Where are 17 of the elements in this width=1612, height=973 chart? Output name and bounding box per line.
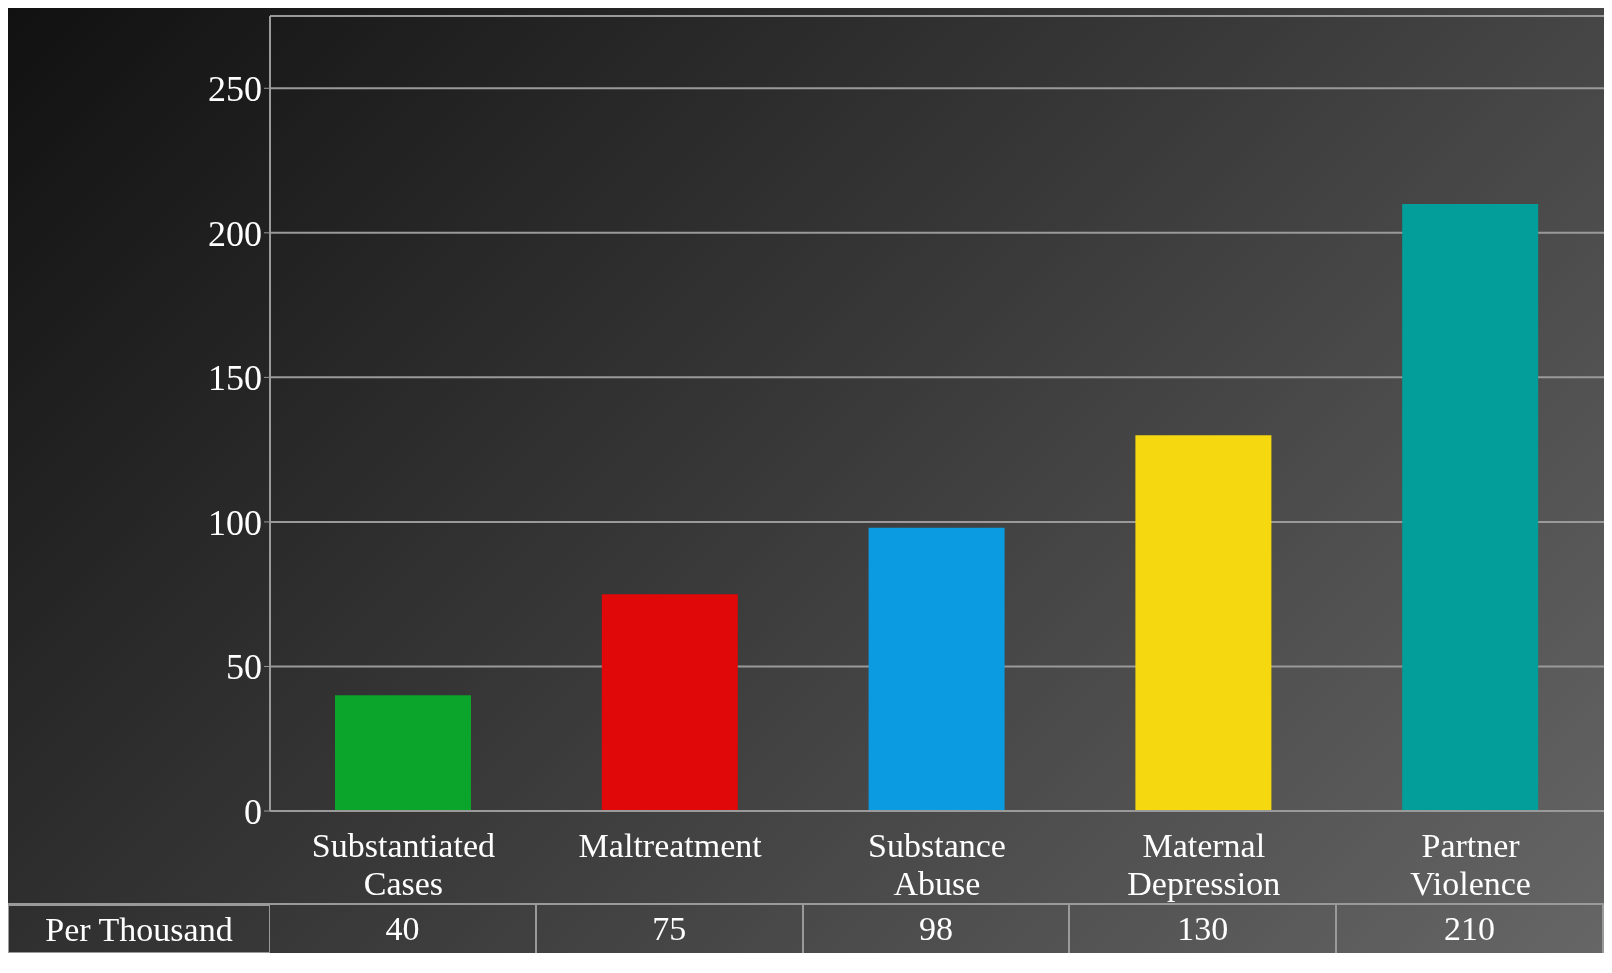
data-label: 40	[270, 905, 537, 953]
x-tick-label: Substance Abuse	[868, 827, 1006, 902]
y-tick-label: 200	[208, 213, 262, 254]
x-tick-label: Partner Violence	[1410, 827, 1531, 902]
y-tick-label: 100	[208, 502, 262, 543]
text: Per Thousand	[8, 905, 270, 953]
x-tick-label: Substantiated Cases	[311, 827, 495, 902]
data-label: 210	[1337, 905, 1604, 953]
y-tick-label: 250	[208, 69, 262, 110]
y-tick-label: 50	[226, 647, 262, 688]
data-label: 130	[1070, 905, 1338, 953]
data-label: 75	[536, 905, 804, 953]
x-tick-label: Maternal Depression	[1127, 827, 1281, 902]
data-label: 98	[803, 905, 1071, 953]
x-tick-label: Maltreatment	[578, 827, 763, 864]
y-tick-label: 0	[244, 791, 262, 832]
y-tick-label: 150	[208, 358, 262, 399]
